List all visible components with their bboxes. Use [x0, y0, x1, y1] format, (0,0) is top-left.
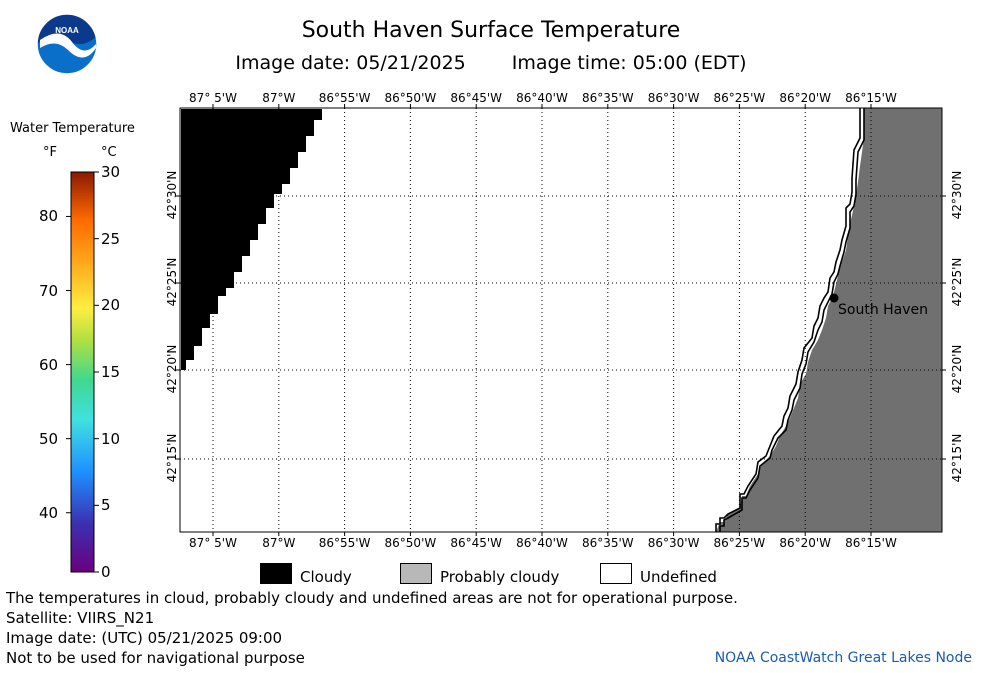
- longitude-label: 86°25'W: [713, 536, 766, 550]
- longitude-label: 86°40'W: [516, 91, 568, 105]
- celsius-tick-label: 5: [101, 496, 111, 515]
- legend-title: Water Temperature: [10, 121, 135, 136]
- latitude-label: 42°20'N: [950, 344, 964, 394]
- longitude-label: 86°50'W: [384, 91, 437, 105]
- fahrenheit-tick-label: 50: [39, 429, 59, 448]
- longitude-label: 86°25'W: [713, 91, 766, 105]
- longitude-label: 86°45'W: [450, 536, 503, 550]
- longitude-label: 86°20'W: [779, 91, 832, 105]
- longitude-label: 86°15'W: [845, 91, 897, 105]
- latitude-label: 42°30'N: [950, 170, 964, 220]
- satellite-text: Satellite: VIIRS_N21: [6, 609, 155, 627]
- celsius-tick-label: 20: [101, 296, 121, 315]
- image-time-label: Image time: 05:00 (EDT): [511, 52, 747, 74]
- longitude-label: 86°30'W: [647, 91, 700, 105]
- celsius-tick-label: 15: [101, 363, 121, 381]
- longitude-label: 87° 5'W: [189, 91, 237, 105]
- longitude-label: 86°45'W: [450, 91, 503, 105]
- longitude-label: 86°55'W: [318, 91, 371, 105]
- probably-cloudy-swatch: [400, 563, 432, 584]
- longitude-label: 87° 5'W: [189, 536, 237, 550]
- fahrenheit-tick-label: 40: [39, 503, 59, 522]
- unit-fahrenheit: °F: [43, 145, 57, 160]
- unit-celsius: °C: [101, 145, 117, 160]
- latitude-label: 42°15'N: [950, 433, 964, 483]
- celsius-tick-label: 10: [101, 429, 121, 448]
- longitude-label: 87°W: [262, 91, 296, 105]
- longitude-label: 86°30'W: [647, 536, 700, 550]
- probably-cloudy-label: Probably cloudy: [440, 568, 560, 586]
- credit-text: NOAA CoastWatch Great Lakes Node: [714, 650, 972, 666]
- latitude-label: 42°25'N: [950, 257, 964, 307]
- utc-date-text: Image date: (UTC) 05/21/2025 09:00: [6, 629, 283, 647]
- disclaimer-text: The temperatures in cloud, probably clou…: [6, 589, 738, 607]
- cloudy-swatch: [260, 563, 292, 584]
- celsius-tick-label: 25: [101, 229, 121, 248]
- navigation-warning: Not to be used for navigational purpose: [6, 649, 305, 667]
- longitude-label: 86°50'W: [384, 536, 437, 550]
- longitude-label: 86°35'W: [581, 536, 634, 550]
- undefined-label: Undefined: [640, 568, 717, 586]
- longitude-label: 86°20'W: [779, 536, 832, 550]
- celsius-tick-label: 30: [101, 163, 121, 181]
- fahrenheit-tick-label: 60: [39, 355, 59, 374]
- south-haven-marker: [829, 293, 839, 303]
- image-date-label: Image date: 05/21/2025: [235, 52, 466, 74]
- latitude-label: 42°25'N: [165, 257, 179, 307]
- coastline-outer: [715, 108, 861, 532]
- latitude-label: 42°20'N: [165, 344, 179, 394]
- longitude-label: 86°40'W: [516, 536, 568, 550]
- celsius-tick-label: 0: [101, 563, 111, 581]
- image-timestamp: Image date: 05/21/2025 Image time: 05:00…: [0, 52, 982, 74]
- longitude-label: 86°35'W: [581, 91, 634, 105]
- undefined-swatch: [600, 563, 632, 584]
- cloudy-area: [181, 109, 322, 370]
- latitude-label: 42°15'N: [165, 433, 179, 483]
- place-label-south-haven: South Haven: [838, 302, 929, 318]
- latitude-label: 42°30'N: [165, 170, 179, 220]
- longitude-label: 86°15'W: [845, 536, 897, 550]
- coastline-inner: [719, 108, 865, 532]
- longitude-label: 86°55'W: [318, 536, 371, 550]
- cloudy-label: Cloudy: [300, 568, 352, 586]
- fahrenheit-tick-label: 80: [39, 207, 59, 226]
- land-area: [716, 108, 942, 532]
- fahrenheit-tick-label: 70: [39, 281, 59, 300]
- longitude-label: 87°W: [262, 536, 296, 550]
- map-title: South Haven Surface Temperature: [301, 18, 681, 43]
